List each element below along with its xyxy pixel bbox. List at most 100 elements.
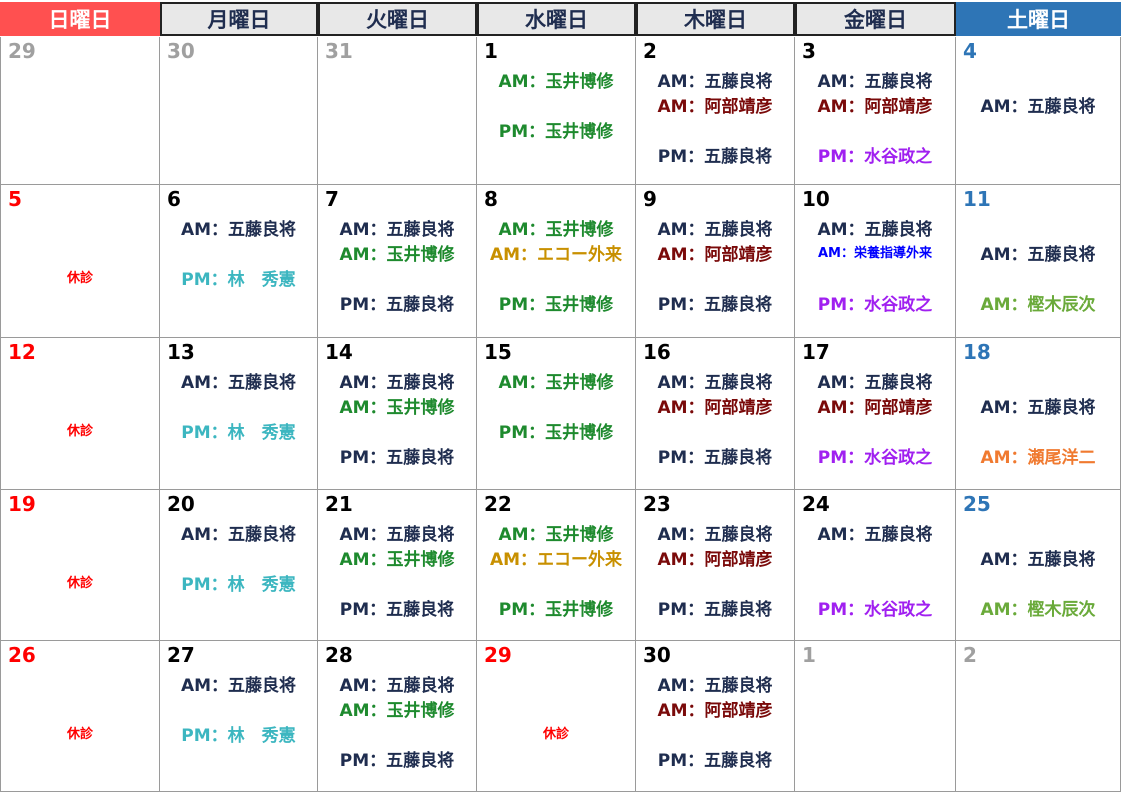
schedule-entry: AM：瀬尾洋二 bbox=[980, 448, 1096, 468]
day-number: 14 bbox=[325, 340, 353, 364]
schedule-entry: AM：五藤良将 bbox=[180, 220, 297, 240]
day-number: 2 bbox=[643, 39, 657, 63]
closed-label: 休診 bbox=[66, 727, 93, 742]
day-number: 27 bbox=[167, 643, 195, 667]
schedule-entry: AM：五藤良将 bbox=[339, 220, 455, 240]
day-number: 31 bbox=[325, 39, 353, 63]
calendar-day-cell: 22 AM：玉井博修 AM：エコー外来 PM：玉井博修 bbox=[477, 490, 636, 641]
schedule-entry: AM：栄養指導外来 bbox=[818, 246, 932, 261]
day-number: 11 bbox=[963, 187, 991, 211]
weekday-header-wednesday: 水曜日 bbox=[477, 2, 636, 36]
day-number: 22 bbox=[484, 492, 512, 516]
schedule-entry: AM：玉井博修 bbox=[498, 72, 614, 92]
day-number: 28 bbox=[325, 643, 353, 667]
schedule-entry: AM：五藤良将 bbox=[817, 373, 933, 393]
schedule-entry: AM：五藤良将 bbox=[980, 550, 1096, 570]
schedule-entry: AM：五藤良将 bbox=[657, 676, 773, 696]
schedule-entry: AM：五藤良将 bbox=[980, 398, 1096, 418]
schedule-entry: AM：玉井博修 bbox=[339, 398, 455, 418]
day-number: 29 bbox=[8, 39, 36, 63]
day-number: 21 bbox=[325, 492, 353, 516]
weekday-header-sunday: 日曜日 bbox=[0, 2, 160, 36]
schedule-entry: PM：林 秀憲 bbox=[181, 726, 296, 746]
calendar-day-cell: 14 AM：五藤良将 AM：玉井博修 PM：五藤良将 bbox=[318, 338, 477, 490]
calendar-day-cell: 29 bbox=[0, 37, 160, 185]
calendar-day-cell: 3 AM：五藤良将 AM：阿部靖彦 PM：水谷政之 bbox=[795, 37, 956, 185]
schedule-entry: AM：五藤良将 bbox=[180, 373, 297, 393]
schedule-entry: PM：五藤良将 bbox=[339, 448, 455, 468]
day-number: 9 bbox=[643, 187, 657, 211]
weekday-header-friday: 金曜日 bbox=[795, 2, 956, 36]
schedule-entry: AM：阿部靖彦 bbox=[657, 398, 773, 418]
day-number: 19 bbox=[8, 492, 36, 516]
schedule-entry: PM：水谷政之 bbox=[817, 448, 933, 468]
schedule-entry: PM：五藤良将 bbox=[339, 600, 455, 620]
schedule-entry: AM：五藤良将 bbox=[657, 72, 773, 92]
day-number: 7 bbox=[325, 187, 339, 211]
calendar-day-cell: 1 AM：玉井博修 PM：玉井博修 bbox=[477, 37, 636, 185]
schedule-entry: AM：五藤良将 bbox=[180, 676, 297, 696]
day-number: 5 bbox=[8, 187, 22, 211]
calendar-day-cell: 12 休診 bbox=[0, 338, 160, 490]
calendar-day-cell: 15 AM：玉井博修 PM：玉井博修 bbox=[477, 338, 636, 490]
schedule-entry: AM：玉井博修 bbox=[498, 525, 614, 545]
schedule-entry: PM：林 秀憲 bbox=[181, 270, 296, 290]
day-number: 10 bbox=[802, 187, 830, 211]
calendar-day-cell: 16 AM：五藤良将 AM：阿部靖彦 PM：五藤良将 bbox=[636, 338, 795, 490]
schedule-entry: AM：五藤良将 bbox=[817, 72, 933, 92]
calendar-day-cell: 20 AM：五藤良将 PM：林 秀憲 bbox=[160, 490, 318, 641]
schedule-entry: PM：五藤良将 bbox=[339, 295, 455, 315]
schedule-entry: AM：五藤良将 bbox=[339, 373, 455, 393]
day-number: 1 bbox=[484, 39, 498, 63]
day-number: 4 bbox=[963, 39, 977, 63]
closed-label: 休診 bbox=[66, 576, 93, 591]
calendar-day-cell: 23 AM：五藤良将 AM：阿部靖彦 PM：五藤良将 bbox=[636, 490, 795, 641]
calendar-day-cell: 11 AM：五藤良将 AM：樫木辰次 bbox=[956, 185, 1121, 338]
calendar-day-cell: 30 AM：五藤良将 AM：阿部靖彦 PM：五藤良将 bbox=[636, 641, 795, 792]
schedule-entry: AM：五藤良将 bbox=[657, 373, 773, 393]
schedule-entry: PM：玉井博修 bbox=[498, 295, 614, 315]
day-number: 3 bbox=[802, 39, 816, 63]
weekday-header-saturday: 土曜日 bbox=[956, 2, 1121, 36]
calendar-day-cell: 6 AM：五藤良将 PM：林 秀憲 bbox=[160, 185, 318, 338]
schedule-entry: AM：玉井博修 bbox=[339, 245, 455, 265]
schedule-entry: AM：玉井博修 bbox=[498, 373, 614, 393]
calendar-day-cell: 8 AM：玉井博修 AM：エコー外来 PM：玉井博修 bbox=[477, 185, 636, 338]
schedule-entry: PM：玉井博修 bbox=[498, 600, 614, 620]
schedule-entry: AM：五藤良将 bbox=[657, 220, 773, 240]
schedule-entry: AM：樫木辰次 bbox=[980, 295, 1096, 315]
schedule-entry: PM：水谷政之 bbox=[817, 147, 933, 167]
schedule-entry: PM：五藤良将 bbox=[657, 600, 773, 620]
day-number: 26 bbox=[8, 643, 36, 667]
calendar-day-cell: 26 休診 bbox=[0, 641, 160, 792]
day-number: 16 bbox=[643, 340, 671, 364]
calendar-day-cell: 25 AM：五藤良将 AM：樫木辰次 bbox=[956, 490, 1121, 641]
day-number: 30 bbox=[643, 643, 671, 667]
schedule-entry: AM：エコー外来 bbox=[489, 245, 623, 265]
day-number: 24 bbox=[802, 492, 830, 516]
schedule-entry: AM：エコー外来 bbox=[489, 550, 623, 570]
day-number: 12 bbox=[8, 340, 36, 364]
schedule-entry: AM：阿部靖彦 bbox=[657, 97, 773, 117]
day-number: 2 bbox=[963, 643, 977, 667]
calendar-day-cell: 9 AM：五藤良将 AM：阿部靖彦 PM：五藤良将 bbox=[636, 185, 795, 338]
day-number: 15 bbox=[484, 340, 512, 364]
schedule-entry: AM：五藤良将 bbox=[980, 245, 1096, 265]
calendar-day-cell: 31 bbox=[318, 37, 477, 185]
schedule-entry: AM：五藤良将 bbox=[817, 525, 933, 545]
schedule-entry: AM：五藤良将 bbox=[657, 525, 773, 545]
day-number: 18 bbox=[963, 340, 991, 364]
schedule-entry: AM：玉井博修 bbox=[339, 550, 455, 570]
day-number: 29 bbox=[484, 643, 512, 667]
calendar-day-cell: 30 bbox=[160, 37, 318, 185]
schedule-entry: PM：五藤良将 bbox=[339, 751, 455, 771]
schedule-entry: AM：樫木辰次 bbox=[980, 600, 1096, 620]
schedule-entry: PM：五藤良将 bbox=[657, 147, 773, 167]
weekday-header-thursday: 木曜日 bbox=[636, 2, 795, 36]
schedule-entry: AM：五藤良将 bbox=[339, 676, 455, 696]
calendar-day-cell: 18 AM：五藤良将 AM：瀬尾洋二 bbox=[956, 338, 1121, 490]
closed-label: 休診 bbox=[542, 727, 569, 742]
schedule-entry: AM：五藤良将 bbox=[180, 525, 297, 545]
schedule-entry: PM：五藤良将 bbox=[657, 295, 773, 315]
day-number: 8 bbox=[484, 187, 498, 211]
